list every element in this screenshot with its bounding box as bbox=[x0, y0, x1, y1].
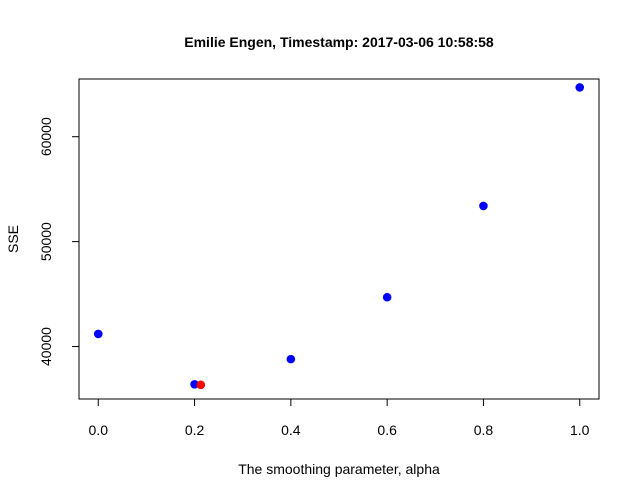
plot-frame bbox=[78, 78, 600, 400]
y-axis: 40000 50000 60000 bbox=[38, 117, 80, 366]
y-tick-label: 50000 bbox=[38, 222, 54, 261]
data-point bbox=[479, 201, 488, 211]
y-tick-label: 60000 bbox=[38, 117, 54, 156]
data-point bbox=[575, 83, 585, 92]
y-axis-label: SSE bbox=[5, 225, 21, 253]
optimal-point bbox=[196, 380, 206, 390]
chart-title: Emilie Engen, Timestamp: 2017-03-06 10:5… bbox=[184, 34, 494, 50]
data-point bbox=[382, 292, 392, 302]
data-point bbox=[93, 329, 103, 339]
x-tick-label: 0.8 bbox=[474, 422, 494, 438]
x-tick-label: 0.4 bbox=[281, 422, 301, 438]
x-tick-label: 1.0 bbox=[570, 422, 590, 438]
x-axis: 0.0 0.2 0.4 0.6 0.8 1.0 bbox=[89, 398, 590, 438]
x-tick-label: 0.2 bbox=[185, 422, 205, 438]
data-point bbox=[190, 380, 199, 389]
y-tick-label: 40000 bbox=[38, 327, 54, 366]
x-tick-label: 0.0 bbox=[89, 422, 109, 438]
x-tick-label: 0.6 bbox=[377, 422, 397, 438]
data-points bbox=[93, 83, 585, 390]
data-point bbox=[286, 354, 296, 364]
x-axis-label: The smoothing parameter, alpha bbox=[238, 461, 440, 477]
